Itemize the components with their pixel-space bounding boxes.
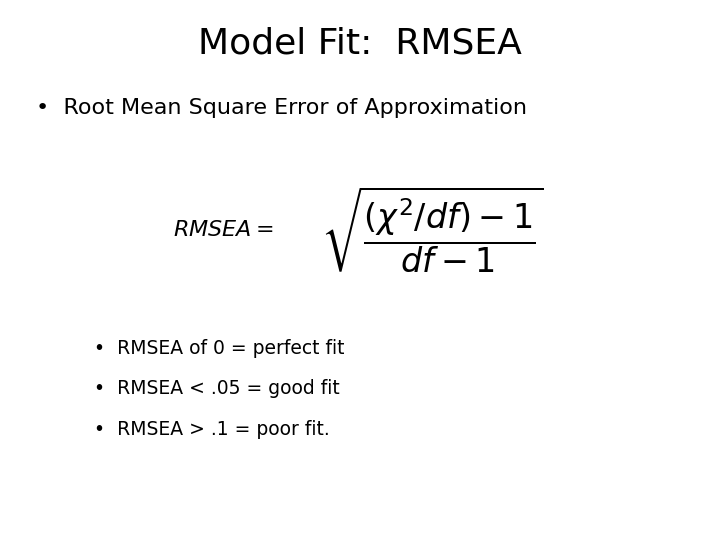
Text: •  Root Mean Square Error of Approximation: • Root Mean Square Error of Approximatio… <box>36 98 527 118</box>
Text: $\mathit{RMSEA}=$: $\mathit{RMSEA}=$ <box>173 219 274 240</box>
Text: Model Fit:  RMSEA: Model Fit: RMSEA <box>198 27 522 61</box>
Text: •  RMSEA > .1 = poor fit.: • RMSEA > .1 = poor fit. <box>94 420 329 439</box>
Text: •  RMSEA of 0 = perfect fit: • RMSEA of 0 = perfect fit <box>94 339 344 358</box>
Text: $\sqrt{\dfrac{(\chi^2/df)-1}{df-1}}$: $\sqrt{\dfrac{(\chi^2/df)-1}{df-1}}$ <box>320 184 544 275</box>
Text: •  RMSEA < .05 = good fit: • RMSEA < .05 = good fit <box>94 379 339 399</box>
